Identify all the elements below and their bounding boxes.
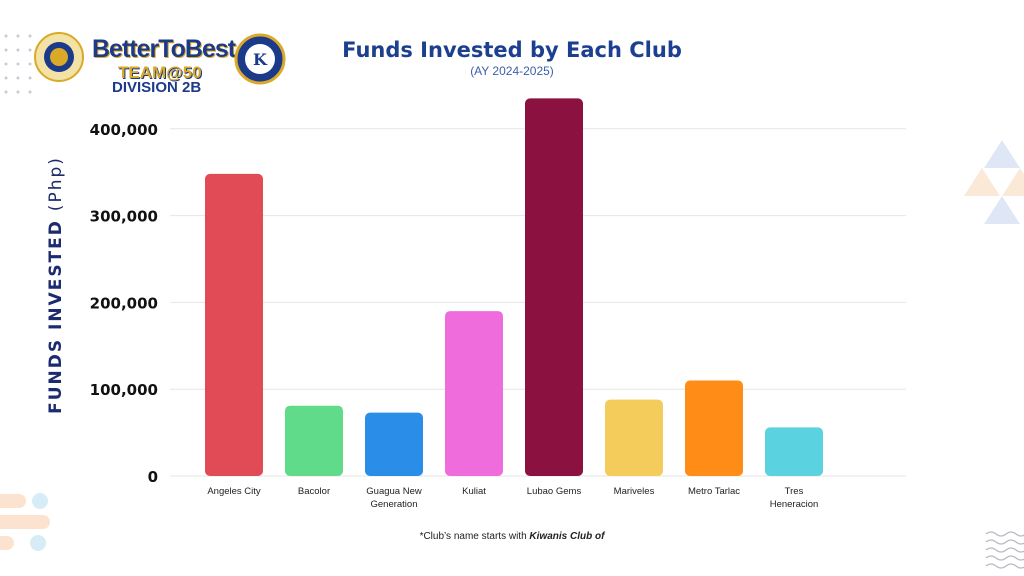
y-tick-label: 300,000 (90, 208, 158, 226)
chart-subtitle: (AY 2024-2025) (470, 64, 554, 78)
bar (525, 98, 583, 477)
x-tick-label: Tres Heneracion (770, 486, 819, 510)
team-text: TEAM@50 (118, 63, 202, 82)
kiwanis-seal-icon: K (234, 33, 286, 85)
bar (685, 380, 743, 476)
division-text: DIVISION 2B (112, 79, 202, 96)
anniversary-badge-icon (34, 32, 84, 82)
x-tick-label: Guagua New Generation (366, 486, 422, 510)
x-tick-label: Mariveles (614, 486, 655, 497)
brand-text: BetterToBest (92, 35, 236, 63)
y-tick-label: 200,000 (90, 294, 158, 312)
footnote-prefix: *Club’s name starts with (419, 531, 530, 542)
y-tick-label: 100,000 (90, 381, 158, 399)
x-tick-label: Kuliat (462, 486, 486, 497)
decorative-waves (985, 531, 1024, 569)
bar (205, 173, 263, 476)
svg-text:K: K (253, 50, 268, 69)
bar (285, 405, 343, 476)
x-tick-label: Lubao Gems (527, 486, 582, 497)
x-tick-label: Bacolor (298, 486, 330, 497)
team-logo: BetterToBest TEAM@50 DIVISION 2B K (28, 25, 290, 97)
y-tick-label: 0 (148, 468, 158, 486)
x-tick-label: Metro Tarlac (688, 486, 740, 497)
y-tick-label: 400,000 (90, 121, 158, 139)
bar (365, 412, 423, 476)
footnote: *Club’s name starts with Kiwanis Club of (312, 531, 712, 542)
x-tick-label: Angeles City (207, 486, 261, 497)
bar (445, 311, 503, 476)
bar (765, 427, 823, 476)
footnote-emphasis: Kiwanis Club of (529, 531, 605, 542)
bar (605, 399, 663, 476)
decorative-triangles (964, 140, 1024, 224)
decorative-dots (4, 34, 32, 94)
decorative-pills (0, 493, 50, 551)
chart-title: Funds Invested by Each Club (342, 38, 682, 62)
